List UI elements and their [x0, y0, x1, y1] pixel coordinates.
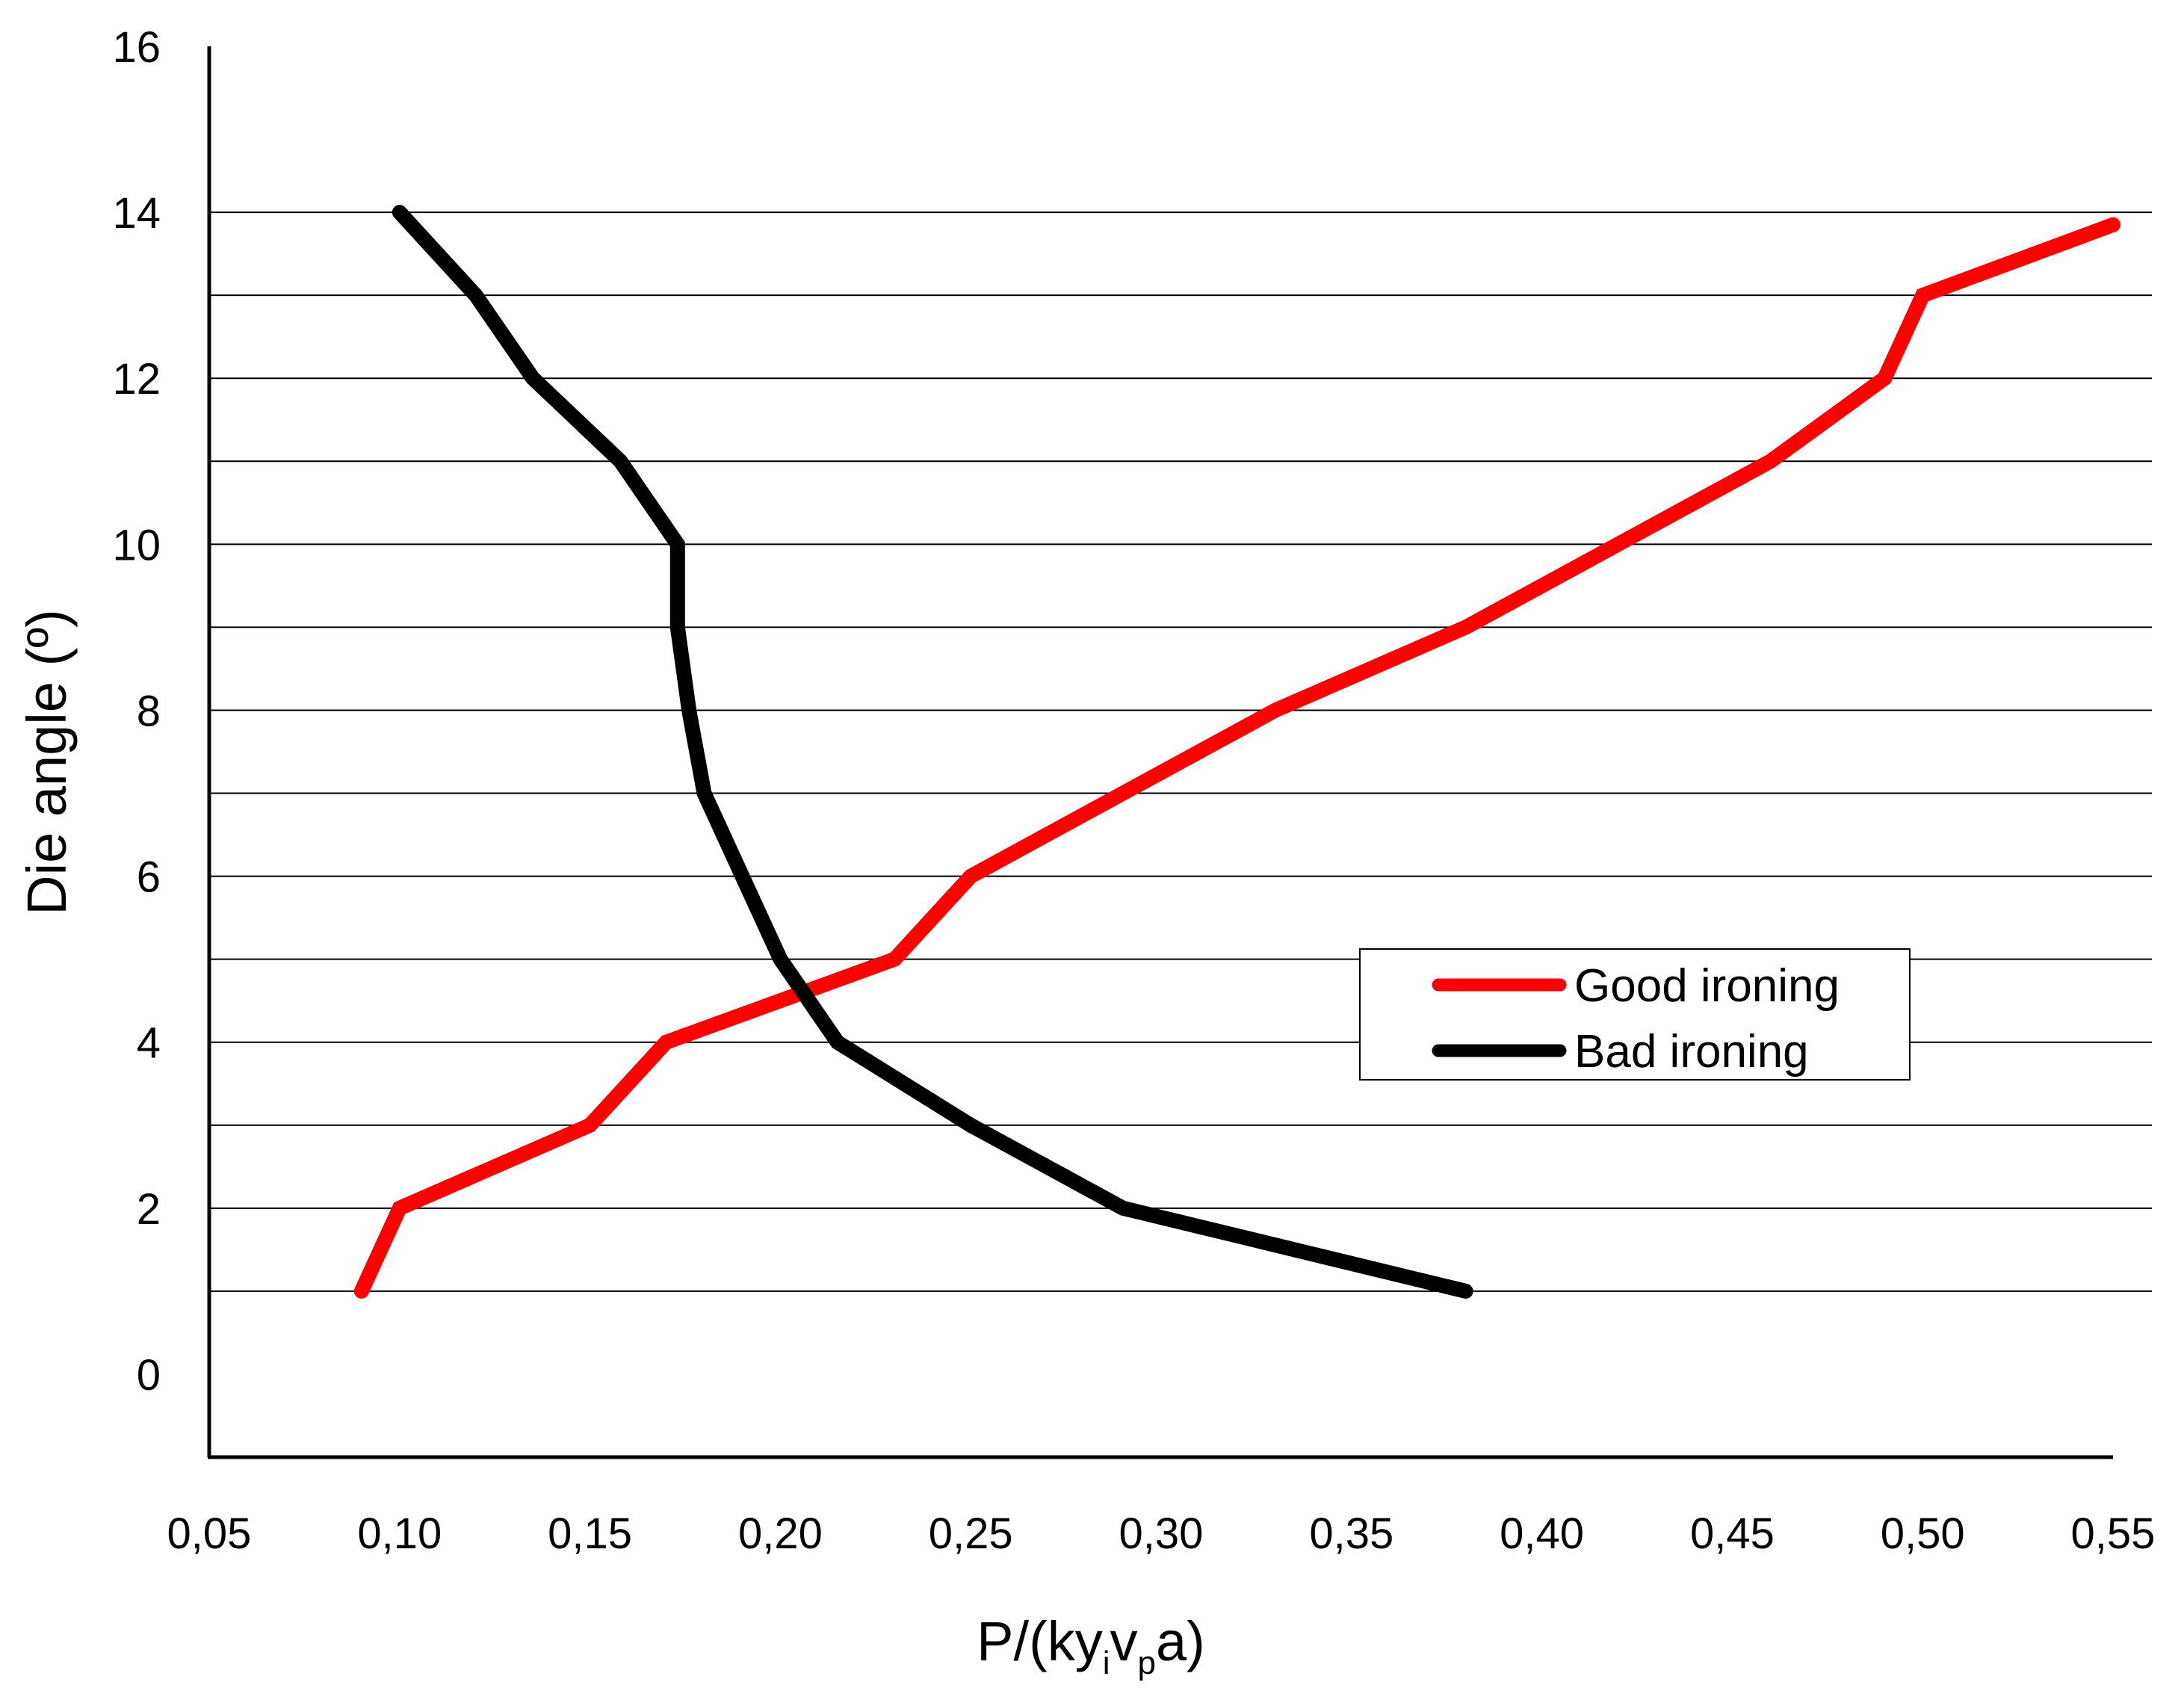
y-axis-title: Die angle (º) — [16, 609, 78, 915]
x-tick-label: 0,50 — [1881, 1509, 1965, 1558]
x-axis-title-main: P/(ky — [977, 1610, 1103, 1672]
gridlines — [209, 211, 2152, 1292]
x-tick-label: 0,40 — [1500, 1509, 1584, 1558]
y-tick-label: 10 — [112, 521, 161, 569]
axes: 0 2 4 6 8 10 12 14 16 0,05 0,10 0,15 0,20 0,25 0,30 0,3… — [112, 23, 2155, 1558]
x-tick-label: 0,15 — [548, 1509, 632, 1558]
x-axis-title: P/(kyivpa) — [977, 1610, 1205, 1681]
series-line-good-ironing — [353, 217, 2120, 1299]
y-tick-label: 14 — [112, 189, 161, 238]
x-tick-label: 0,55 — [2071, 1509, 2156, 1558]
x-axis-title-sub-p: p — [1138, 1645, 1156, 1681]
y-tick-label: 0 — [137, 1351, 161, 1400]
x-tick-label: 0,20 — [738, 1509, 823, 1558]
x-tick-label: 0,45 — [1690, 1509, 1775, 1558]
y-tick-label: 6 — [137, 853, 161, 902]
y-tick-label: 16 — [112, 23, 161, 72]
series-lines — [353, 205, 2120, 1299]
x-tick-label: 0,25 — [929, 1509, 1013, 1558]
x-tick-label: 0,30 — [1119, 1509, 1204, 1558]
legend-label-good-ironing: Good ironing — [1574, 960, 1840, 1012]
legend: Good ironing Bad ironing — [1359, 948, 1911, 1081]
legend-box — [1359, 948, 1911, 1081]
x-axis-title-end: a) — [1156, 1610, 1205, 1672]
series-line-bad-ironing — [392, 205, 1473, 1299]
x-axis-title-v: v — [1110, 1610, 1138, 1672]
y-tick-label: 12 — [112, 355, 161, 404]
y-tick-label: 4 — [137, 1019, 161, 1068]
y-tick-label: 2 — [137, 1185, 161, 1234]
legend-label-bad-ironing: Bad ironing — [1574, 1026, 1809, 1078]
x-axis-title-sub-i: i — [1103, 1645, 1110, 1681]
x-tick-label: 0,35 — [1309, 1509, 1393, 1558]
x-tick-label: 0,05 — [167, 1509, 252, 1558]
y-tick-label: 8 — [137, 687, 161, 735]
x-tick-label: 0,10 — [357, 1509, 442, 1558]
